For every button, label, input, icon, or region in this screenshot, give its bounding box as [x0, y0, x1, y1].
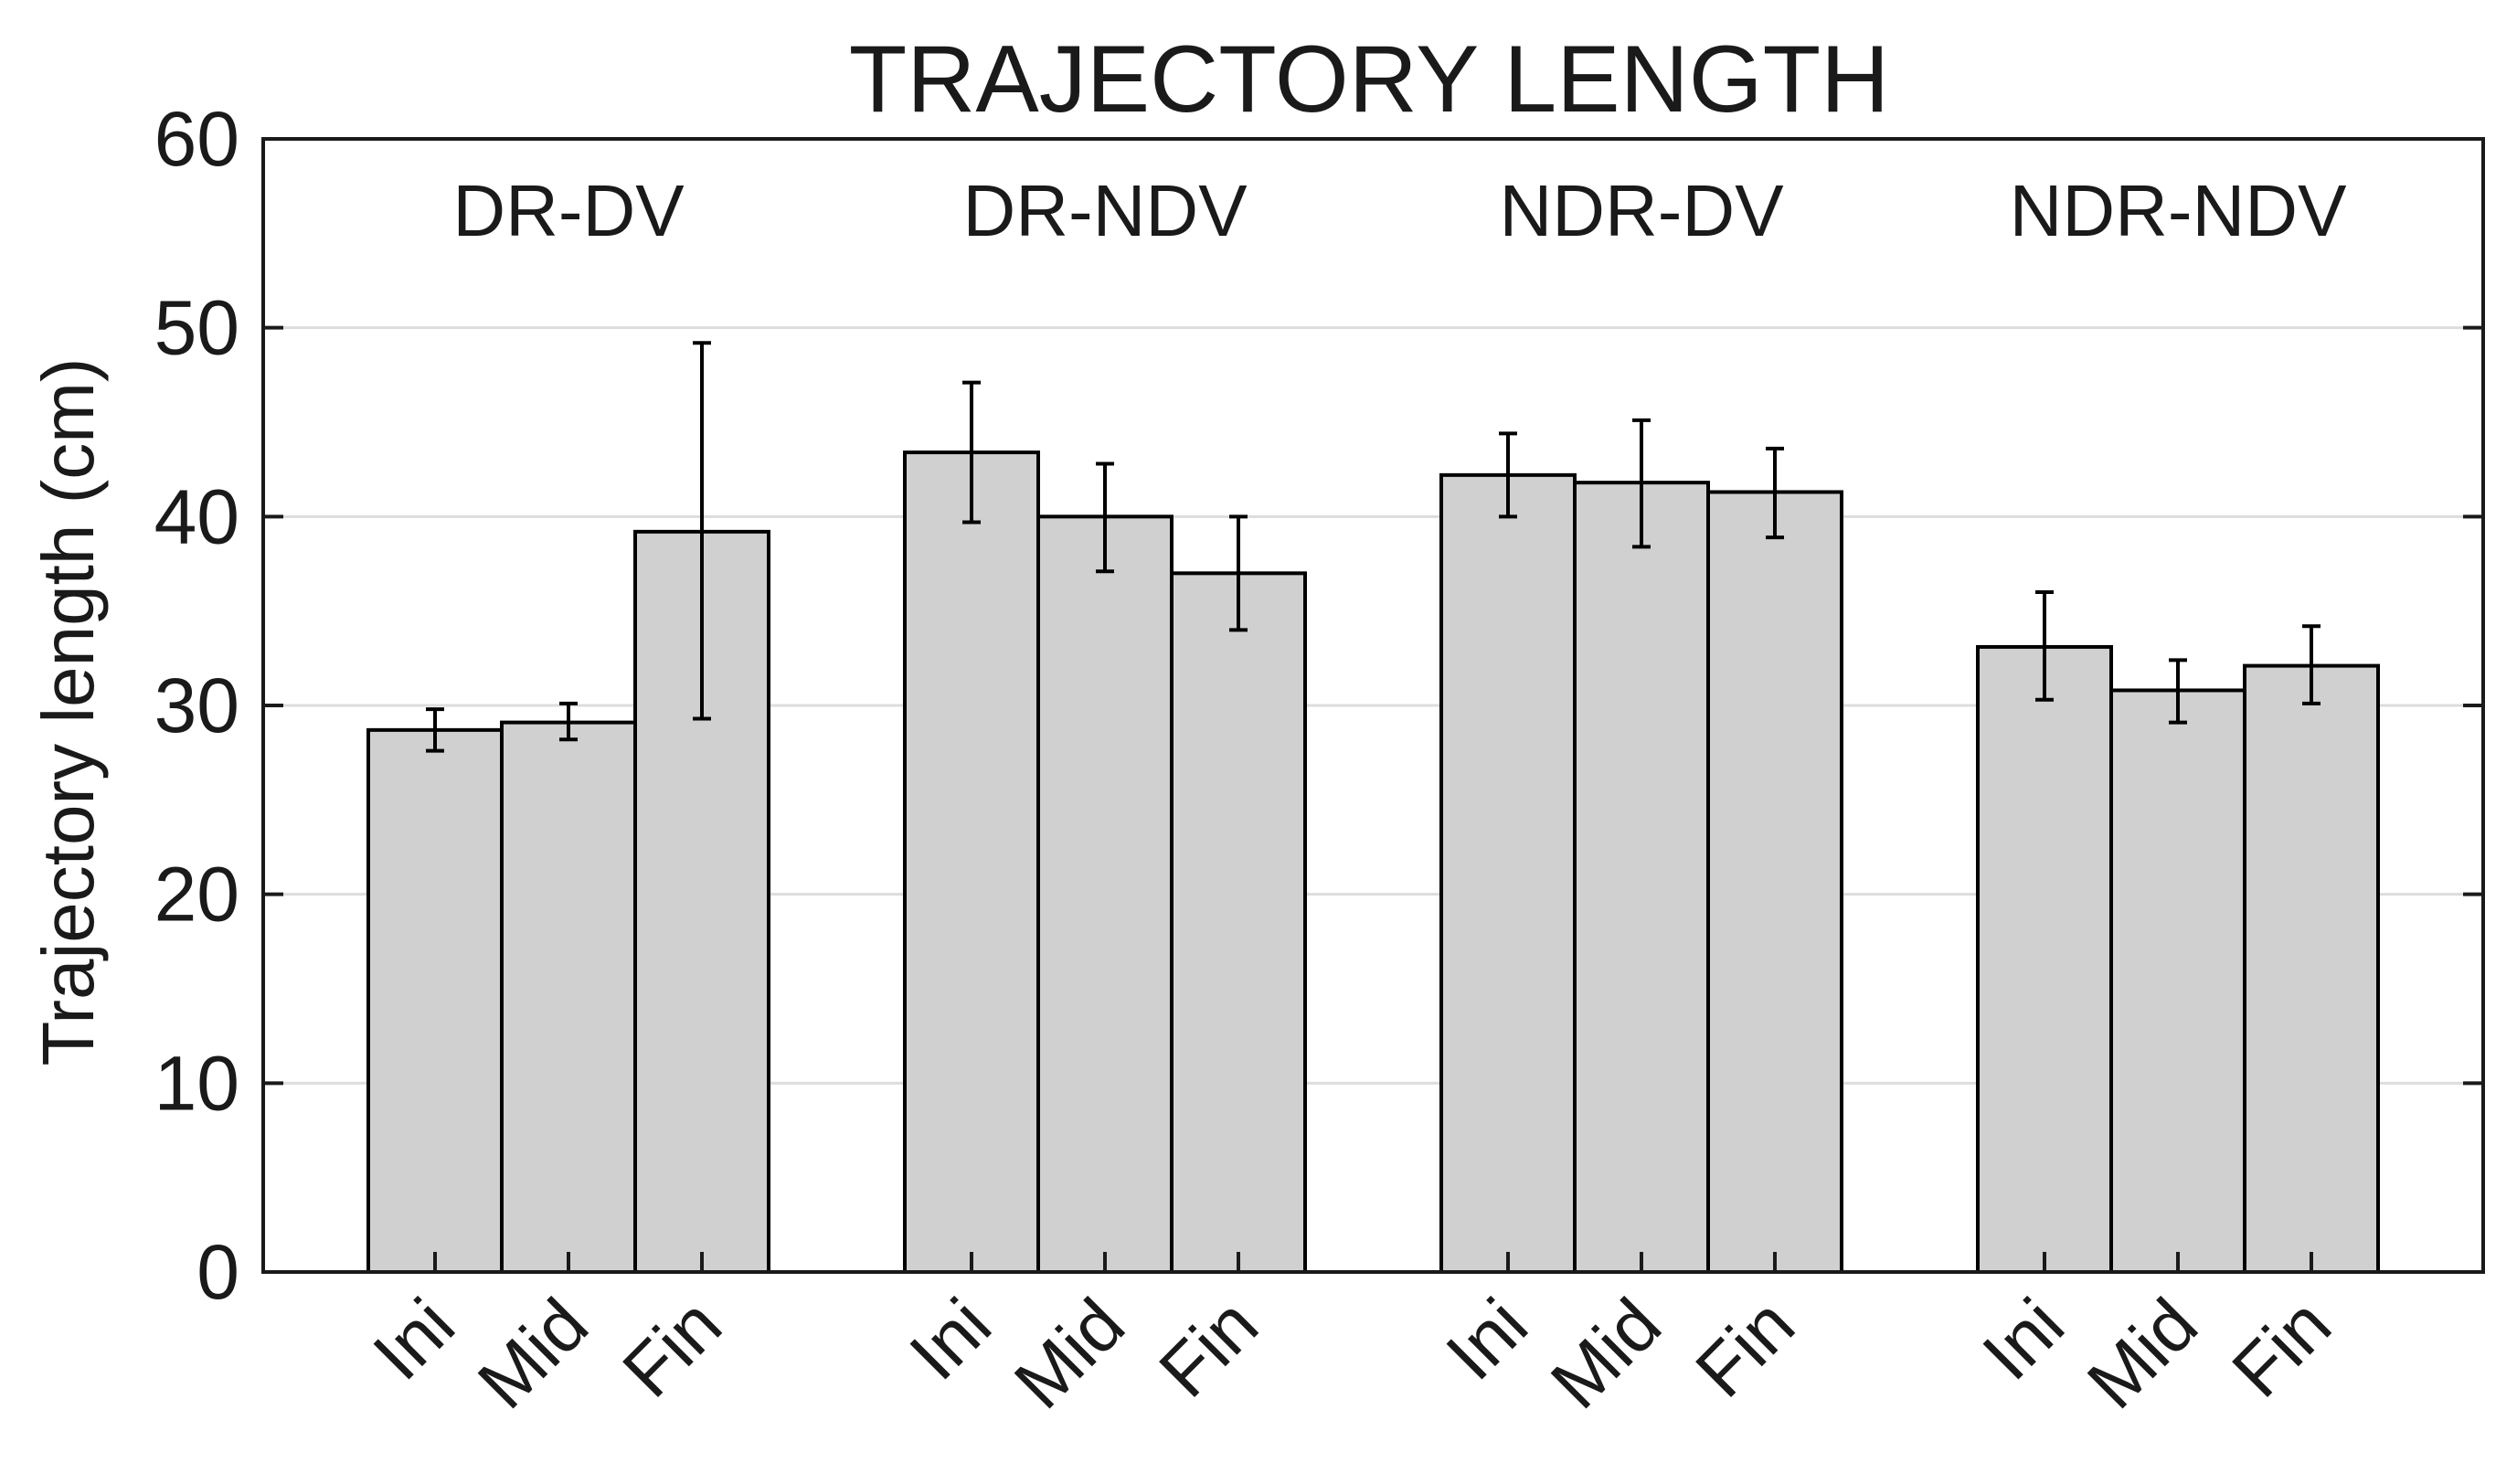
group-label: NDR-NDV: [2010, 170, 2348, 251]
y-tick-label: 20: [154, 852, 239, 938]
y-tick-label: 50: [154, 285, 239, 371]
bar: [1170, 571, 1307, 1274]
y-tick-label: 60: [154, 96, 239, 182]
group-labels: DR-DV DR-NDV NDR-DV NDR-NDV: [452, 170, 2347, 251]
y-tick-label: 0: [196, 1229, 239, 1315]
y-tick-label: 30: [154, 662, 239, 748]
y-tick-label: 10: [154, 1040, 239, 1126]
bar: [500, 720, 637, 1274]
axes: [261, 137, 2485, 1274]
y-axis-label: Trajectory length (cm): [27, 358, 109, 1066]
plot-frame: [261, 137, 2485, 1274]
group-label: DR-NDV: [962, 170, 1248, 251]
y-tick-label: 40: [154, 473, 239, 559]
bar: [2109, 688, 2246, 1274]
bars: [366, 450, 2380, 1275]
bar: [903, 450, 1040, 1275]
bar: [366, 727, 504, 1274]
bar: [1976, 644, 2113, 1274]
bar: [1036, 514, 1174, 1274]
bar: [1439, 472, 1577, 1274]
bar: [2243, 663, 2380, 1274]
chart-title: TRAJECTORY LENGTH: [849, 26, 1889, 132]
bar: [1706, 490, 1843, 1274]
y-tick-labels: 0 10 20 30 40 50 60: [154, 96, 239, 1315]
group-label: DR-DV: [452, 170, 685, 251]
group-label: NDR-DV: [1499, 170, 1784, 251]
error-bars: [426, 341, 2321, 753]
bar: [1573, 481, 1710, 1274]
